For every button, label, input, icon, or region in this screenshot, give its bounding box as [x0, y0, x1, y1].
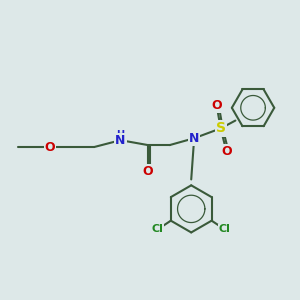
Text: O: O: [143, 165, 153, 178]
Text: O: O: [212, 99, 222, 112]
Text: S: S: [216, 122, 226, 135]
Text: O: O: [45, 141, 55, 154]
Text: H: H: [116, 130, 124, 140]
Text: O: O: [221, 146, 232, 158]
Text: N: N: [116, 134, 126, 147]
Text: Cl: Cl: [219, 224, 231, 235]
Text: N: N: [189, 132, 200, 145]
Text: Cl: Cl: [152, 224, 164, 235]
